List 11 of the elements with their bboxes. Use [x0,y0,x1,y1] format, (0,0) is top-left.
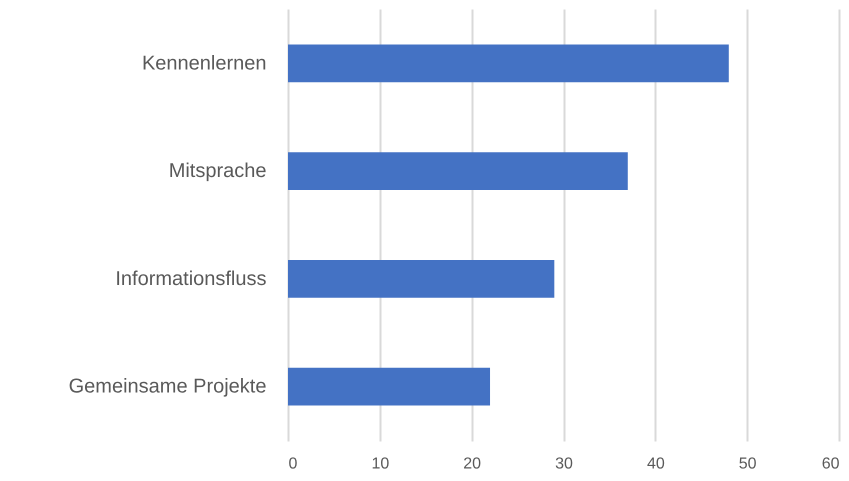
x-tick-label: 50 [738,456,757,472]
x-tick-label: 20 [463,456,482,472]
y-tick-label: Informationsfluss [115,268,266,290]
x-tick-label: 10 [371,456,390,472]
x-tick-label: 0 [288,456,298,472]
y-tick-label: Gemeinsame Projekte [68,376,266,398]
y-tick-label: Mitsprache [168,160,266,182]
x-tick-label: 30 [555,456,573,472]
y-tick-label: Kennenlernen [142,52,266,74]
x-tick-label: 40 [646,456,665,472]
x-tick-label: 60 [822,456,840,472]
